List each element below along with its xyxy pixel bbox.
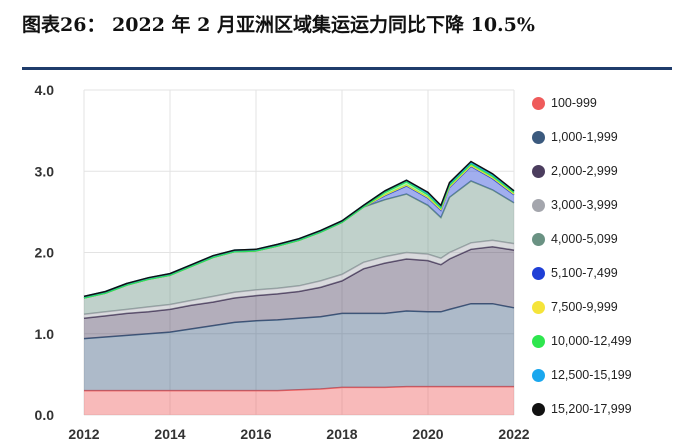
series-line-3	[83, 239, 515, 316]
legend-swatch	[532, 266, 545, 280]
legend-item: 15,200-17,999	[532, 392, 678, 426]
legend-swatch	[532, 402, 545, 416]
y-tick-label: 4.0	[35, 82, 55, 98]
legend-label: 5,100-7,499	[551, 266, 618, 280]
chart-title: 图表26： 2022 年 2 月亚洲区域集运运力同比下降 10.5%	[22, 14, 535, 36]
legend-item: 10,000-12,499	[532, 324, 678, 358]
series-area-4	[84, 181, 514, 315]
y-tick-label: 3.0	[35, 163, 55, 179]
series-area-3	[84, 240, 514, 319]
legend-item: 2,000-2,999	[532, 154, 678, 188]
legend-swatch	[532, 96, 545, 110]
series-line-1	[83, 302, 515, 340]
legend-swatch	[532, 164, 545, 178]
x-tick-label: 2014	[154, 426, 185, 442]
legend-swatch	[532, 232, 545, 246]
legend-swatch	[532, 334, 545, 348]
x-tick-label: 2018	[326, 426, 357, 442]
x-tick-label: 2016	[240, 426, 271, 442]
legend-item: 7,500-9,999	[532, 290, 678, 324]
legend-label: 100-999	[551, 96, 597, 110]
series-area-5	[84, 166, 514, 298]
series-line-2	[83, 246, 515, 320]
x-tick-label: 2012	[68, 426, 99, 442]
legend-label: 12,500-15,199	[551, 368, 632, 382]
y-tick-label: 0.0	[35, 407, 55, 423]
legend-label: 1,000-1,999	[551, 130, 618, 144]
chart-legend: 100-999 1,000-1,999 2,000-2,999 3,000-3,999…	[532, 86, 678, 426]
series-line-0	[84, 385, 514, 392]
legend-label: 3,000-3,999	[551, 198, 618, 212]
series-area-1	[84, 303, 514, 391]
legend-label: 10,000-12,499	[551, 334, 632, 348]
series-area-8	[84, 162, 514, 298]
legend-item: 3,000-3,999	[532, 188, 678, 222]
x-tick-label: 2022	[498, 426, 529, 442]
legend-item: 4,000-5,099	[532, 222, 678, 256]
series-area-0	[84, 386, 514, 415]
y-tick-label: 2.0	[35, 245, 55, 261]
legend-label: 2,000-2,999	[551, 164, 618, 178]
legend-item: 100-999	[532, 86, 678, 120]
legend-label: 4,000-5,099	[551, 232, 618, 246]
legend-item: 1,000-1,999	[532, 120, 678, 154]
legend-swatch	[532, 198, 545, 212]
legend-item: 12,500-15,199	[532, 358, 678, 392]
x-tick-label: 2020	[412, 426, 443, 442]
y-tick-label: 1.0	[35, 326, 55, 342]
legend-swatch	[532, 130, 545, 144]
series-area-2	[84, 246, 514, 339]
legend-label: 7,500-9,999	[551, 300, 618, 314]
title-rule	[22, 67, 672, 70]
legend-label: 15,200-17,999	[551, 402, 632, 416]
series-line-9	[83, 160, 515, 298]
legend-swatch	[532, 368, 545, 382]
legend-swatch	[532, 300, 545, 314]
legend-item: 5,100-7,499	[532, 256, 678, 290]
